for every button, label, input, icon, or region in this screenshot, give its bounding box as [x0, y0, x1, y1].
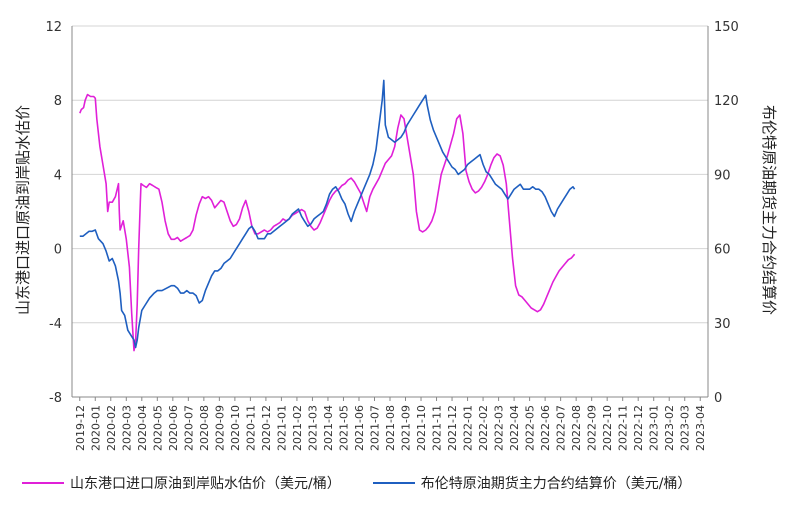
- left-tick-label: 0: [54, 243, 62, 258]
- x-tick-label: 2020-07: [182, 405, 195, 451]
- x-tick-label: 2021-11: [431, 405, 444, 451]
- x-tick-label: 2023-01: [648, 405, 661, 451]
- x-tick-label: 2020-02: [105, 405, 118, 451]
- x-tick-label: 2022-08: [570, 405, 583, 451]
- x-tick-label: 2023-04: [694, 405, 707, 451]
- left-tick-label: 12: [45, 20, 62, 35]
- x-tick-label: 2020-06: [167, 405, 180, 451]
- x-tick-label: 2022-10: [601, 405, 614, 451]
- x-tick-label: 2020-09: [213, 405, 226, 451]
- x-tick-label: 2022-03: [493, 405, 506, 451]
- left-tick-label: 8: [54, 94, 62, 109]
- left-tick-label: -4: [49, 317, 62, 332]
- x-tick-label: 2022-05: [524, 405, 537, 451]
- x-tick-label: 2021-09: [400, 405, 413, 451]
- x-tick-label: 2020-04: [136, 405, 149, 451]
- axes: [71, 26, 709, 398]
- left-axis-title: 山东港口进口原油到岸贴水估价: [14, 105, 32, 315]
- x-tick-label: 2021-07: [368, 405, 381, 451]
- x-tick-label: 2022-06: [539, 405, 552, 451]
- right-axis-ticks: 0 30 60 90 120 150: [714, 20, 739, 406]
- right-tick-label: 0: [714, 391, 722, 406]
- left-tick-label: -8: [49, 391, 62, 406]
- series-line-brent: [79, 79, 576, 349]
- x-tick-label: 2023-03: [679, 405, 692, 451]
- left-axis-ticks: -8 -4 0 4 8 12: [45, 20, 62, 406]
- legend-swatch-discount: [22, 482, 64, 484]
- x-tick-label: 2022-09: [586, 405, 599, 451]
- right-tick-label: 150: [714, 20, 739, 35]
- x-tick-label: 2020-11: [244, 405, 257, 451]
- x-axis-ticks: 2019-12 2020-01 2020-02 2020-03 2020-04 2020-…: [74, 397, 707, 451]
- x-tick-label: 2021-12: [446, 405, 459, 451]
- x-tick-label: 2022-07: [555, 405, 568, 451]
- right-tick-label: 120: [714, 94, 739, 109]
- legend: 山东港口进口原油到岸贴水估价（美元/桶） 布伦特原油期货主力合约结算价（美元/桶…: [22, 472, 782, 494]
- x-tick-label: 2021-03: [306, 405, 319, 451]
- gridlines: [72, 25, 708, 324]
- left-tick-label: 4: [54, 168, 62, 183]
- x-tick-label: 2021-05: [337, 405, 350, 451]
- right-tick-label: 90: [714, 168, 731, 183]
- x-tick-label: 2022-04: [508, 405, 521, 451]
- right-tick-label: 60: [714, 243, 731, 258]
- right-axis-title: 布伦特原油期货主力合约结算价: [760, 105, 778, 315]
- x-tick-label: 2021-06: [353, 405, 366, 451]
- series-line-discount: [79, 93, 576, 352]
- x-tick-label: 2021-02: [291, 405, 304, 451]
- series-layer: [79, 79, 576, 352]
- x-tick-label: 2021-10: [415, 405, 428, 451]
- x-tick-label: 2021-04: [322, 405, 335, 451]
- x-tick-label: 2019-12: [74, 405, 87, 451]
- legend-item-brent: 布伦特原油期货主力合约结算价（美元/桶）: [372, 473, 692, 493]
- x-tick-label: 2020-01: [89, 405, 102, 451]
- right-tick-label: 30: [714, 317, 731, 332]
- x-tick-label: 2022-02: [477, 405, 490, 451]
- legend-swatch-brent: [372, 482, 415, 484]
- x-tick-label: 2020-10: [229, 405, 242, 451]
- x-tick-label: 2020-03: [120, 405, 133, 451]
- legend-label-brent: 布伦特原油期货主力合约结算价（美元/桶）: [420, 476, 692, 492]
- x-tick-label: 2021-01: [275, 405, 288, 451]
- x-tick-label: 2021-08: [384, 405, 397, 451]
- x-tick-label: 2022-11: [617, 405, 630, 451]
- x-tick-label: 2022-12: [632, 405, 645, 451]
- x-tick-label: 2023-02: [663, 405, 676, 451]
- x-tick-label: 2020-05: [151, 405, 164, 451]
- legend-label-discount: 山东港口进口原油到岸贴水估价（美元/桶）: [70, 476, 341, 492]
- x-tick-label: 2020-12: [260, 405, 273, 451]
- x-tick-label: 2020-08: [198, 405, 211, 451]
- x-tick-label: 2022-01: [462, 405, 475, 451]
- legend-item-discount: 山东港口进口原油到岸贴水估价（美元/桶）: [22, 473, 341, 493]
